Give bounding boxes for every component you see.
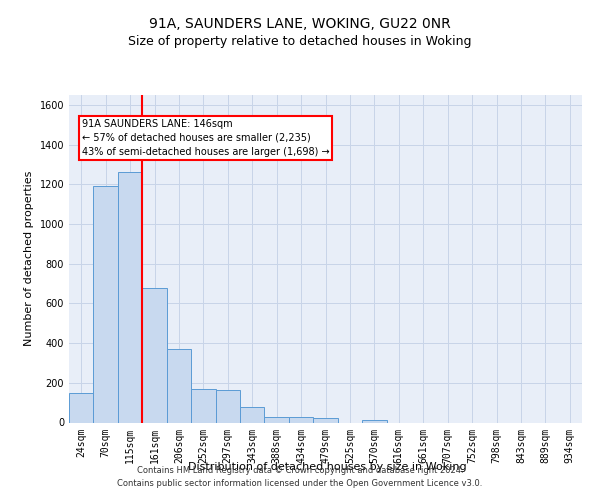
Text: 91A, SAUNDERS LANE, WOKING, GU22 0NR: 91A, SAUNDERS LANE, WOKING, GU22 0NR xyxy=(149,18,451,32)
Text: Contains HM Land Registry data © Crown copyright and database right 2024.
Contai: Contains HM Land Registry data © Crown c… xyxy=(118,466,482,487)
Bar xyxy=(191,389,215,422)
Text: 91A SAUNDERS LANE: 146sqm
← 57% of detached houses are smaller (2,235)
43% of se: 91A SAUNDERS LANE: 146sqm ← 57% of detac… xyxy=(82,119,329,157)
Bar xyxy=(240,406,265,422)
Bar xyxy=(215,390,240,422)
Y-axis label: Number of detached properties: Number of detached properties xyxy=(24,171,34,346)
Text: Distribution of detached houses by size in Woking: Distribution of detached houses by size … xyxy=(188,462,466,472)
Bar xyxy=(362,420,386,422)
Bar xyxy=(313,418,338,422)
Bar xyxy=(289,417,313,422)
Bar xyxy=(69,392,94,422)
Bar xyxy=(142,288,167,422)
Bar xyxy=(94,186,118,422)
Text: Size of property relative to detached houses in Woking: Size of property relative to detached ho… xyxy=(128,35,472,48)
Bar xyxy=(167,349,191,422)
Bar xyxy=(118,172,142,422)
Bar xyxy=(265,416,289,422)
